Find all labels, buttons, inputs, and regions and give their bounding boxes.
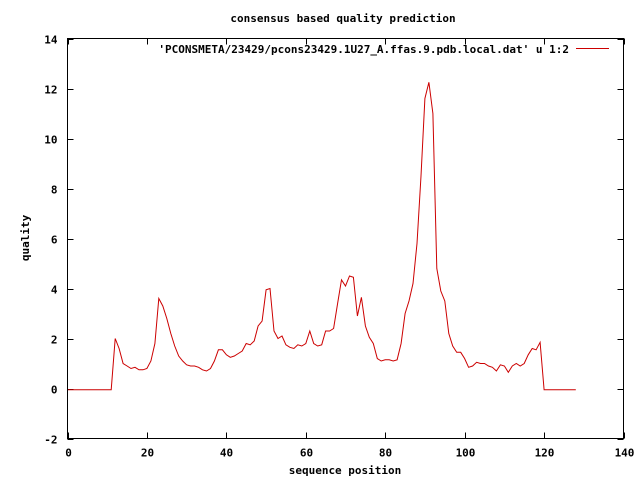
y-tick-label: 10 xyxy=(44,134,57,147)
y-axis-label: quality xyxy=(19,214,32,261)
legend-label: 'PCONSMETA/23429/pcons23429.1U27_A.ffas.… xyxy=(158,43,569,56)
x-tick-label: 0 xyxy=(65,447,72,460)
x-tick-label: 120 xyxy=(535,447,555,460)
x-axis-label: sequence position xyxy=(289,464,402,477)
series-layer xyxy=(67,82,576,391)
y-tick-label: 8 xyxy=(51,184,58,197)
x-tick-label: 100 xyxy=(456,447,476,460)
x-tick-label: 80 xyxy=(379,447,392,460)
y-tick-label: 0 xyxy=(51,384,58,397)
y-tick-label: 12 xyxy=(44,84,57,97)
x-tick-label: 60 xyxy=(300,447,313,460)
x-tick-label: 40 xyxy=(220,447,233,460)
axis-ticks: 0 20 40 60 80 100 120 140 -2 0 2 4 6 8 10 12 14 xyxy=(44,34,634,460)
y-tick-label: 14 xyxy=(44,34,58,47)
plot-frame xyxy=(67,38,624,439)
x-tick-label: 140 xyxy=(615,447,635,460)
x-tick-label: 20 xyxy=(141,447,154,460)
series-line xyxy=(67,82,576,391)
y-tick-label: 2 xyxy=(51,334,58,347)
chart-title: consensus based quality prediction xyxy=(230,12,455,25)
y-tick-label: -2 xyxy=(44,434,57,447)
y-tick-label: 6 xyxy=(51,234,58,247)
y-tick-label: 4 xyxy=(51,284,58,297)
legend: 'PCONSMETA/23429/pcons23429.1U27_A.ffas.… xyxy=(158,43,609,56)
